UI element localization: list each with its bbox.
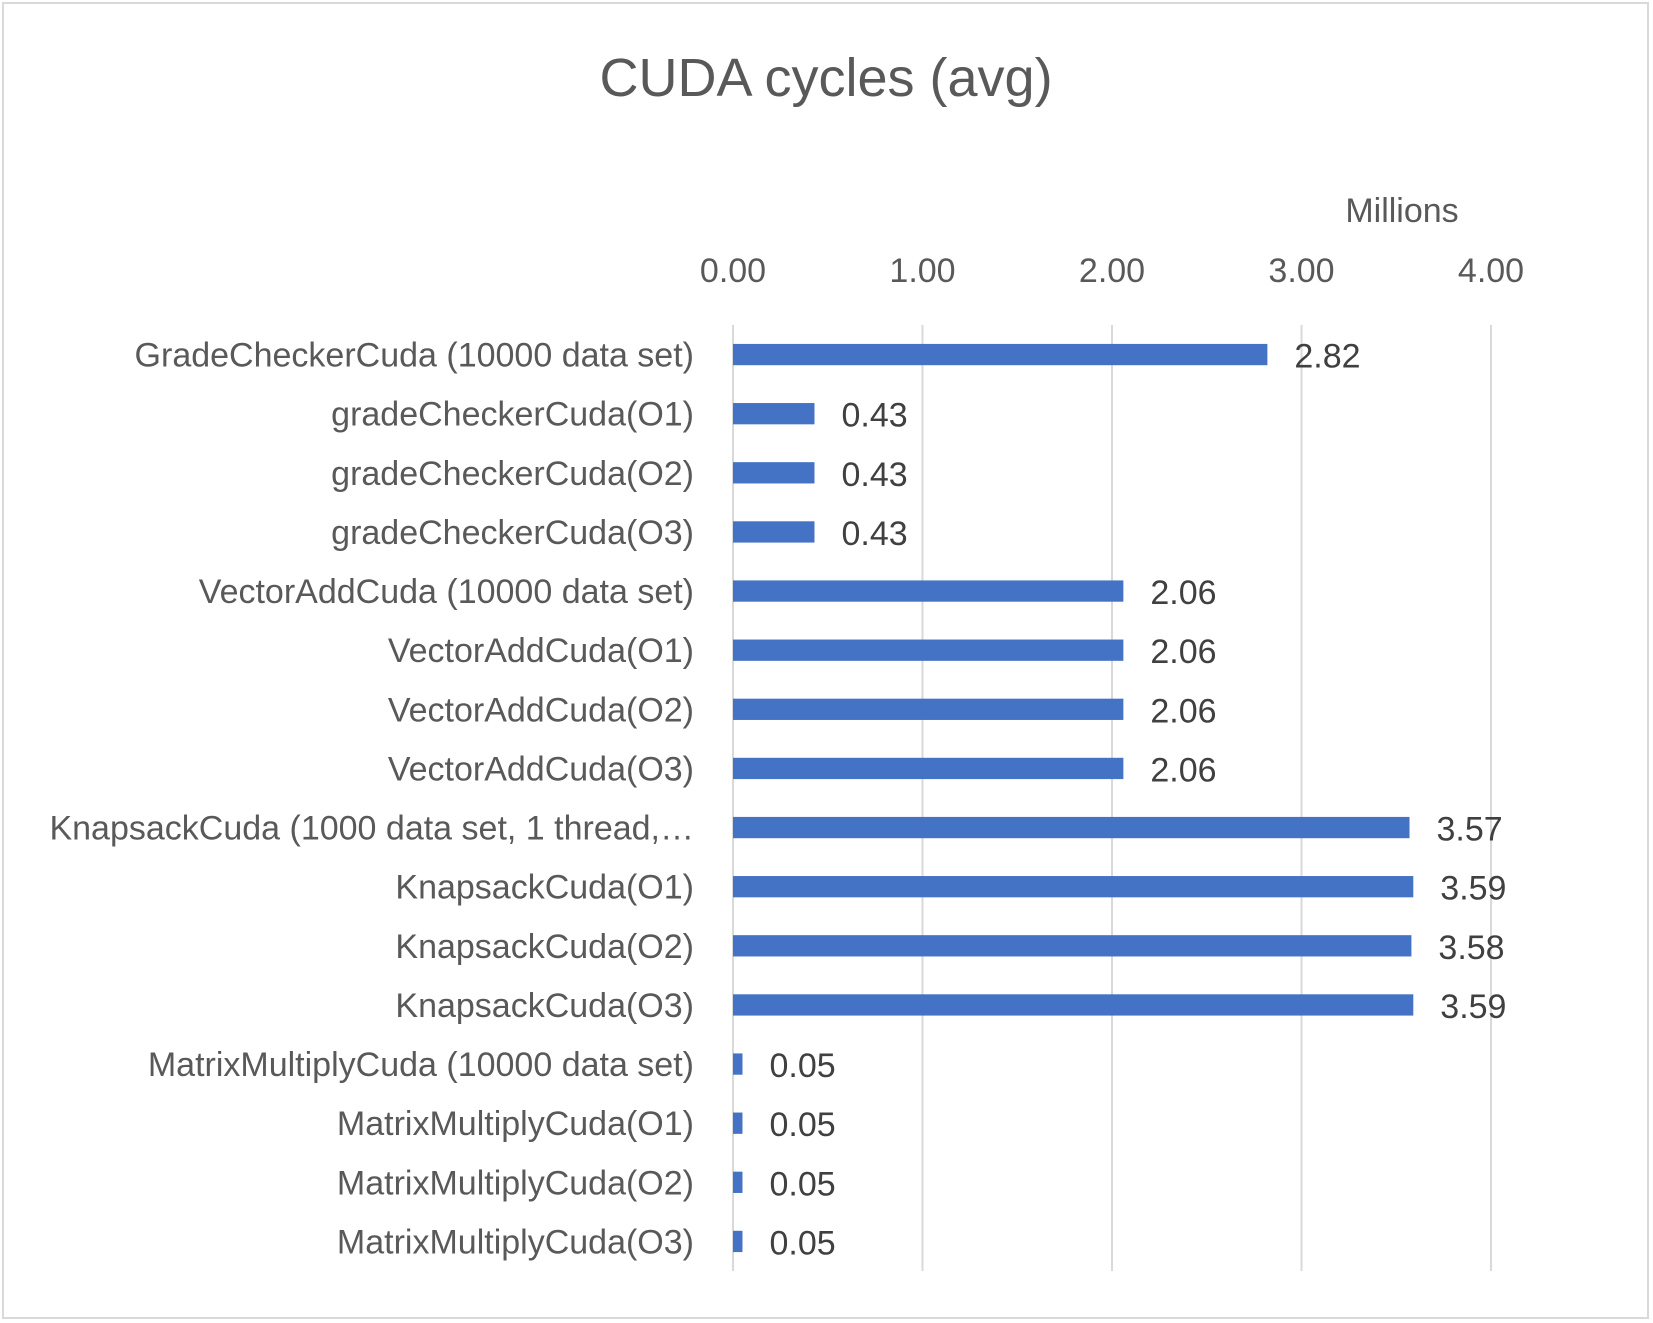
bar	[733, 521, 815, 543]
bar	[733, 1230, 743, 1253]
bar	[733, 757, 1124, 780]
category-label: gradeCheckerCuda(O1)	[331, 396, 694, 434]
category-label: gradeCheckerCuda(O2)	[331, 455, 694, 493]
category-label: VectorAddCuda(O3)	[388, 750, 694, 788]
data-label: 0.43	[841, 397, 907, 435]
data-label: 3.59	[1440, 988, 1506, 1026]
bar	[733, 698, 1124, 720]
data-label: 3.58	[1438, 929, 1504, 967]
category-label: MatrixMultiplyCuda(O3)	[337, 1223, 694, 1261]
bar	[733, 1171, 743, 1193]
category-label: MatrixMultiplyCuda (10000 data set)	[148, 1046, 694, 1084]
bars	[733, 343, 1414, 1253]
bar	[733, 343, 1268, 366]
category-label: KnapsackCuda(O1)	[395, 869, 694, 907]
bar	[733, 876, 1414, 898]
bar	[733, 639, 1124, 661]
data-label: 0.05	[769, 1106, 835, 1144]
data-label: 0.43	[841, 515, 907, 553]
category-label: VectorAddCuda(O1)	[388, 632, 694, 670]
category-label: KnapsackCuda(O2)	[395, 928, 694, 966]
bar	[733, 1053, 743, 1075]
data-label: 0.05	[769, 1224, 835, 1262]
bar	[733, 994, 1414, 1016]
bar	[733, 580, 1124, 602]
bar	[733, 462, 815, 484]
data-label: 0.43	[841, 456, 907, 494]
data-label: 0.05	[769, 1047, 835, 1085]
bar	[733, 1112, 743, 1134]
data-label: 2.06	[1150, 751, 1216, 789]
bar	[733, 403, 815, 425]
data-label: 2.82	[1294, 338, 1360, 376]
data-label: 3.57	[1437, 811, 1503, 849]
category-label: MatrixMultiplyCuda(O2)	[337, 1164, 694, 1202]
x-tick-label: 3.00	[1268, 252, 1334, 290]
x-tick-label: 1.00	[889, 252, 955, 290]
data-label: 3.59	[1440, 870, 1506, 908]
data-label: 0.05	[769, 1165, 835, 1203]
x-tick-label: 0.00	[700, 252, 766, 290]
data-label: 2.06	[1150, 633, 1216, 671]
category-label: VectorAddCuda(O2)	[388, 691, 694, 729]
category-label: gradeCheckerCuda(O3)	[331, 514, 694, 552]
x-axis-ticks: 0.00 1.00 2.00 3.00 4.00	[700, 252, 1524, 290]
category-label: GradeCheckerCuda (10000 data set)	[135, 337, 694, 375]
data-label: 2.06	[1150, 574, 1216, 612]
category-label: KnapsackCuda (1000 data set, 1 thread,…	[49, 810, 694, 848]
x-tick-label: 2.00	[1079, 252, 1145, 290]
category-label: KnapsackCuda(O3)	[395, 987, 694, 1025]
category-labels: GradeCheckerCuda (10000 data set) gradeCh…	[49, 337, 694, 1262]
category-label: MatrixMultiplyCuda(O1)	[337, 1105, 694, 1143]
axis-unit-label: Millions	[1345, 192, 1458, 230]
data-label: 2.06	[1150, 692, 1216, 730]
bar	[733, 935, 1412, 957]
category-label: VectorAddCuda (10000 data set)	[199, 573, 694, 611]
x-tick-label: 4.00	[1458, 252, 1524, 290]
bar	[733, 816, 1410, 839]
chart-title: CUDA cycles (avg)	[599, 48, 1052, 108]
data-labels: 2.82 0.43 0.43 0.43 2.06 2.06 2.06 2.06 3.57 3.59…	[769, 338, 1506, 1263]
